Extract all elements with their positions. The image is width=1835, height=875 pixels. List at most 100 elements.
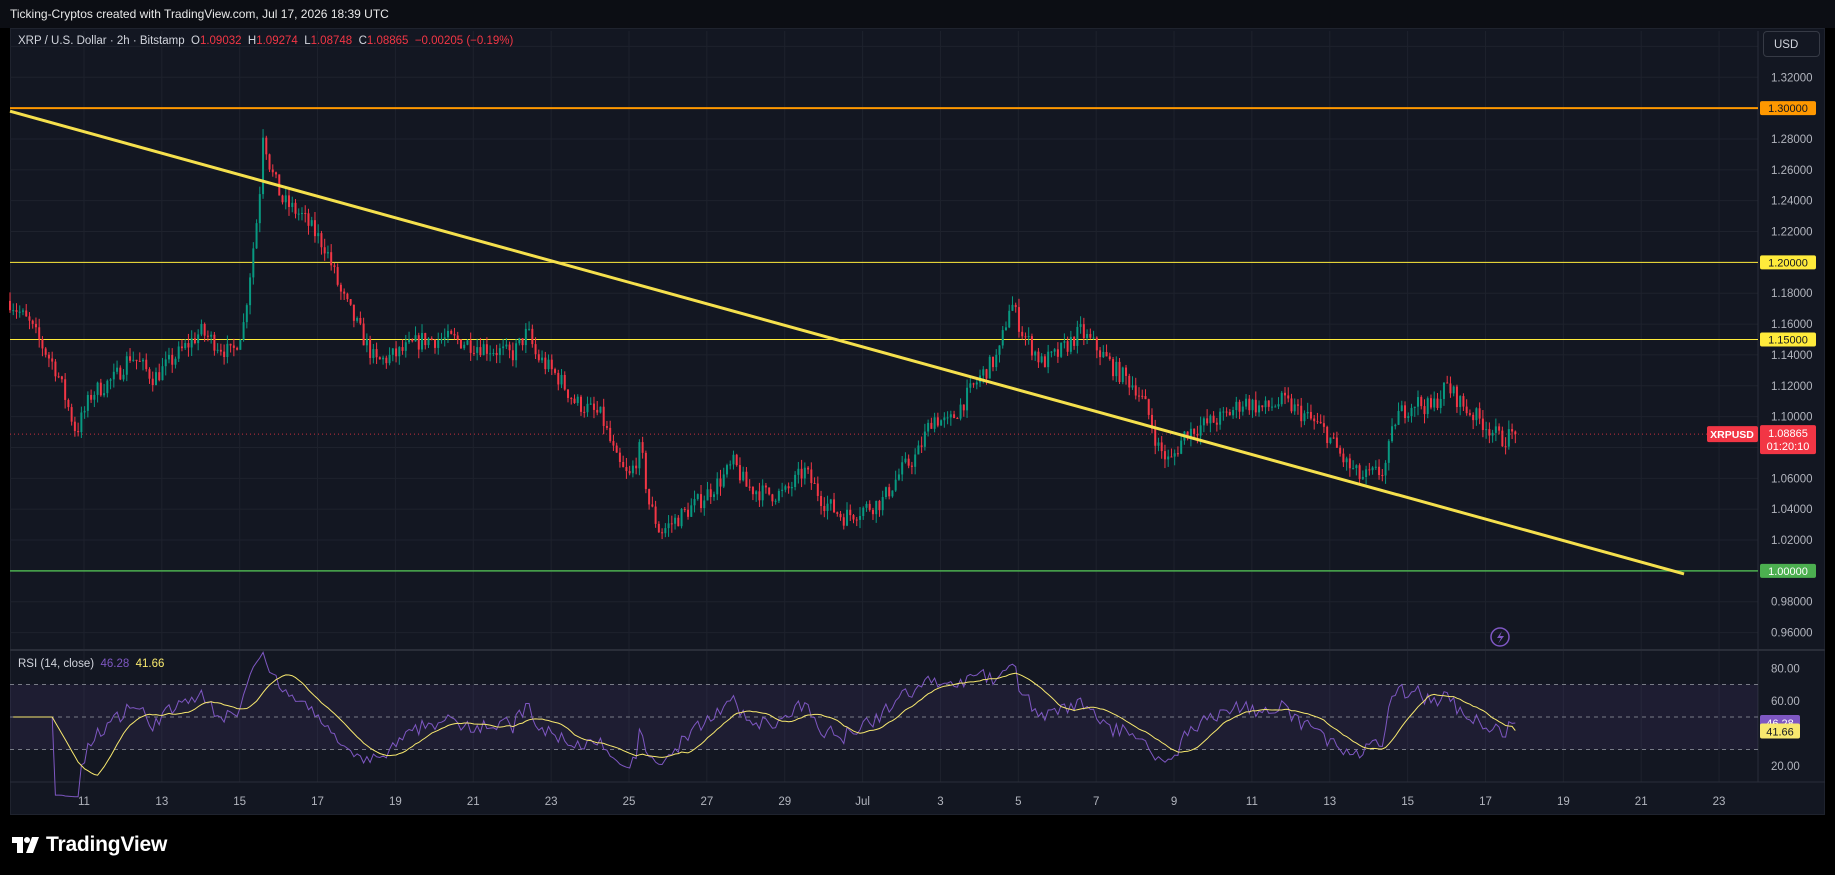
last-price-tag bbox=[1760, 425, 1816, 455]
candle-body bbox=[1413, 406, 1416, 408]
candle-body bbox=[826, 503, 829, 512]
candle-body bbox=[654, 506, 657, 524]
candle-body bbox=[320, 233, 323, 248]
candle-body bbox=[252, 248, 255, 278]
candle-body bbox=[612, 441, 615, 446]
candle-body bbox=[307, 213, 310, 226]
candle-body bbox=[430, 338, 433, 340]
candle-body bbox=[446, 330, 449, 338]
time-tick-label: Jul bbox=[855, 796, 870, 808]
candle-body bbox=[83, 410, 86, 413]
candle-body bbox=[1494, 426, 1497, 433]
candle-body bbox=[1241, 406, 1244, 412]
candle-body bbox=[193, 338, 196, 344]
candle-body bbox=[693, 499, 696, 506]
candle-body bbox=[878, 500, 881, 511]
candle-body bbox=[657, 523, 660, 533]
candle-body bbox=[713, 494, 716, 498]
candle-body bbox=[443, 337, 446, 340]
candle-body bbox=[1076, 326, 1079, 346]
candle-body bbox=[288, 195, 291, 207]
candle-body bbox=[99, 382, 102, 396]
candle-body bbox=[1339, 447, 1342, 454]
candle-body bbox=[953, 414, 956, 418]
candle-body bbox=[177, 346, 180, 359]
candle-body bbox=[511, 350, 514, 361]
level-price-tag bbox=[1760, 332, 1816, 347]
candle-body bbox=[1089, 334, 1092, 338]
candle-body bbox=[1193, 428, 1196, 435]
candle-body bbox=[1449, 383, 1452, 394]
candle-body bbox=[417, 335, 420, 350]
candle-body bbox=[404, 342, 407, 351]
candle-body bbox=[1410, 407, 1413, 417]
candle-body bbox=[1095, 337, 1098, 351]
candle-body bbox=[638, 442, 641, 469]
candle-body bbox=[1404, 405, 1407, 418]
candle-body bbox=[985, 369, 988, 379]
candle-body bbox=[988, 356, 991, 379]
candle-body bbox=[1296, 404, 1299, 406]
candle-body bbox=[897, 474, 900, 480]
candle-body bbox=[479, 347, 482, 356]
candle-body bbox=[1452, 386, 1455, 394]
candle-body bbox=[1173, 453, 1176, 457]
currency-button[interactable]: USD bbox=[1763, 31, 1820, 57]
candle-body bbox=[1280, 392, 1283, 405]
candle-body bbox=[995, 354, 998, 368]
candle-body bbox=[836, 512, 839, 514]
candle-body bbox=[894, 479, 897, 491]
candle-body bbox=[1040, 356, 1043, 363]
candle-body bbox=[842, 517, 845, 526]
price-chart[interactable]: 1.340001.320001.300001.280001.260001.240… bbox=[0, 0, 1835, 815]
time-tick-label: 29 bbox=[778, 796, 791, 808]
candle-body bbox=[930, 422, 933, 429]
candle-body bbox=[807, 467, 810, 470]
candle-body bbox=[648, 489, 651, 505]
candle-body bbox=[1228, 412, 1231, 416]
candle-body bbox=[557, 372, 560, 385]
candle-body bbox=[466, 340, 469, 345]
candle-body bbox=[567, 389, 570, 398]
candle-body bbox=[64, 379, 67, 400]
candle-body bbox=[427, 338, 430, 346]
candle-body bbox=[70, 407, 73, 422]
candle-body bbox=[1407, 416, 1410, 418]
candle-body bbox=[1300, 405, 1303, 422]
candle-body bbox=[868, 503, 871, 510]
candle-body bbox=[1215, 422, 1218, 425]
tradingview-logo[interactable]: TradingView bbox=[12, 833, 167, 857]
candle-body bbox=[60, 376, 63, 380]
candle-body bbox=[310, 220, 313, 226]
candle-body bbox=[339, 284, 342, 292]
candle-body bbox=[229, 343, 232, 346]
candle-body bbox=[90, 394, 93, 400]
price-tick-label: 1.02000 bbox=[1771, 535, 1813, 547]
candle-body bbox=[18, 311, 21, 313]
candle-body bbox=[1258, 405, 1261, 413]
candle-body bbox=[969, 383, 972, 388]
countdown-label: 01:20:10 bbox=[1767, 441, 1810, 453]
candle-body bbox=[1131, 385, 1134, 388]
rsi-tick-label: 80.00 bbox=[1771, 663, 1800, 675]
candle-body bbox=[1361, 476, 1364, 480]
candle-body bbox=[1014, 304, 1017, 308]
candle-body bbox=[281, 195, 284, 203]
candle-body bbox=[943, 417, 946, 421]
candle-body bbox=[226, 343, 229, 358]
candle-body bbox=[664, 528, 667, 534]
candle-body bbox=[690, 505, 693, 517]
candle-body bbox=[576, 396, 579, 403]
price-tick-label: 1.06000 bbox=[1771, 473, 1813, 485]
candle-body bbox=[940, 420, 943, 426]
candle-body bbox=[1180, 440, 1183, 454]
candle-body bbox=[1488, 429, 1491, 436]
time-tick-label: 19 bbox=[1557, 796, 1570, 808]
candle-body bbox=[249, 277, 252, 306]
candle-body bbox=[1358, 465, 1361, 480]
candle-body bbox=[1021, 331, 1024, 337]
candle-body bbox=[1384, 462, 1387, 476]
candle-body bbox=[1468, 413, 1471, 415]
candle-body bbox=[450, 330, 453, 334]
candle-body bbox=[300, 213, 303, 215]
